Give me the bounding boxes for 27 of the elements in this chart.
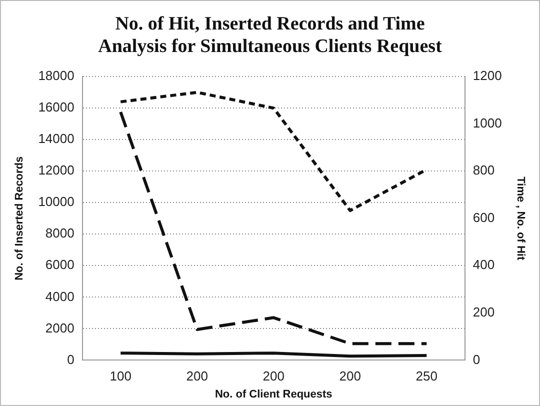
x-tick-label: 250 <box>416 368 438 384</box>
y2-tick-label: 1200 <box>472 68 502 84</box>
x-axis-title: No. of Client Requests <box>214 388 332 400</box>
y2-tick-label: 400 <box>472 257 495 272</box>
line-series <box>119 110 428 346</box>
y2-tick-label: 0 <box>472 352 480 367</box>
y2-tick-label: 200 <box>472 304 495 320</box>
y-tick-label: 8000 <box>45 226 74 241</box>
y2-tick-label: 1000 <box>472 115 502 130</box>
y-tick-label: 14000 <box>38 131 74 146</box>
x-tick-label: 200 <box>186 368 208 384</box>
y-tick-label: 4000 <box>45 288 74 304</box>
y-tick-label: 2000 <box>45 320 74 336</box>
y-tick-label: 16000 <box>38 100 74 115</box>
y2-axis-title: Time , No. of Hit <box>514 176 526 260</box>
x-tick-label: 100 <box>110 368 132 384</box>
y-tick-label: 12000 <box>38 162 74 178</box>
y-tick-label: 0 <box>67 352 74 367</box>
y-tick-label: 18000 <box>38 68 74 84</box>
x-tick-label: 200 <box>262 368 284 384</box>
chart-title: No. of Hit, Inserted Records and Time Analysis for Simultaneous Clients Request <box>98 13 443 58</box>
y-tick-label: 6000 <box>45 257 74 272</box>
y2-tick-label: 600 <box>472 210 495 225</box>
y-axis-title: No. of Inserted Records <box>14 156 26 280</box>
y-tick-label: 10000 <box>38 194 74 210</box>
y2-tick-label: 800 <box>472 162 495 178</box>
x-tick-label: 200 <box>339 368 361 384</box>
